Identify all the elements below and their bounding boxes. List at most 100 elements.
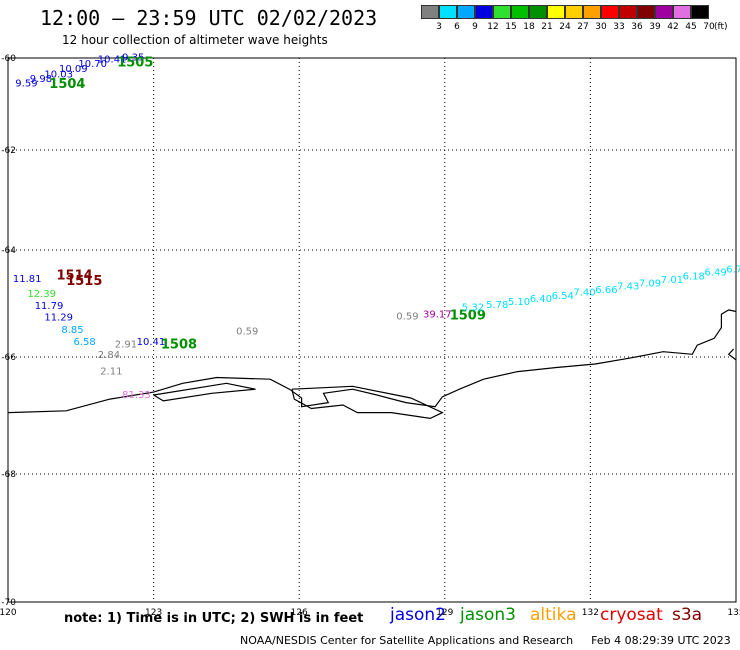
legend-tick-label: 3 — [436, 22, 442, 32]
satellite-label-s3a: s3a — [672, 605, 703, 625]
legend-tick-label: 18 — [523, 22, 535, 32]
wave-height-label: 6.54 — [552, 291, 574, 302]
coastline-segment — [291, 385, 444, 420]
legend-tick-label: 39 — [649, 22, 661, 32]
legend-swatch — [475, 5, 493, 19]
legend-swatch — [457, 5, 475, 19]
longitude-tick-label: 129 — [436, 608, 453, 618]
legend-swatch — [691, 5, 709, 19]
map-title: 12:00 – 23:59 UTC 02/02/2023 — [40, 6, 378, 30]
pass-number-label: 1515 — [66, 274, 102, 289]
legend-tick-label: 12 — [487, 22, 499, 32]
coastline-segment — [153, 382, 256, 402]
wave-height-label: 6.18 — [683, 271, 705, 282]
pass-number-label: 1504 — [49, 77, 85, 92]
legend-swatch — [547, 5, 565, 19]
coastline-segment — [727, 348, 737, 361]
wave-height-label: 10.70 — [78, 59, 107, 70]
pass-number-label: 1505 — [117, 55, 153, 70]
legend-tick-label: 9 — [472, 22, 478, 32]
map-subtitle: 12 hour collection of altimeter wave hei… — [62, 33, 328, 47]
wave-height-label: 6.49 — [705, 268, 727, 279]
wave-height-label: 10.09 — [59, 64, 88, 75]
legend-tick-label: 24 — [559, 22, 571, 32]
credit-line: NOAA/NESDIS Center for Satellite Applica… — [240, 634, 731, 647]
wave-height-label: 5.32 — [462, 303, 484, 314]
wave-height-label: 10.03 — [44, 69, 73, 80]
legend-tick-label: 21 — [541, 22, 553, 32]
wave-height-label: 5.10 — [508, 297, 530, 308]
satellite-label-altika: altika — [530, 605, 577, 625]
legend-swatch — [601, 5, 619, 19]
latitude-tick-label: -70 — [1, 598, 16, 608]
legend-swatch — [655, 5, 673, 19]
longitude-tick-label: 126 — [291, 608, 308, 618]
legend-tick-label: 15 — [505, 22, 517, 32]
legend-swatch — [565, 5, 583, 19]
satellite-label-cryosat: cryosat — [600, 605, 663, 625]
legend-tick-label: 70 — [703, 22, 715, 32]
wave-height-label: 10.41 — [98, 55, 127, 66]
map-frame — [7, 57, 737, 603]
legend-tick-label: 42 — [667, 22, 679, 32]
legend-tick-label: 36 — [631, 22, 643, 32]
legend-tick-label: 33 — [613, 22, 625, 32]
wave-height-label: 2.91 — [115, 339, 137, 350]
wave-height-label: 8.85 — [61, 325, 83, 336]
pass-number-label: 1509 — [450, 309, 486, 324]
legend-swatch — [529, 5, 547, 19]
wave-height-label: 7.40 — [573, 288, 595, 299]
satellite-label-jason3: jason3 — [460, 605, 516, 625]
legend-swatch — [673, 5, 691, 19]
footer-note: note: 1) Time is in UTC; 2) SWH is in fe… — [64, 611, 364, 626]
wave-height-legend: 3 6 9 12 15 18 21 24 27 30 33 36 39 42 45 70 (ft) — [421, 5, 729, 35]
pass-number-label: 1508 — [161, 337, 197, 352]
wave-height-label: 81.33 — [122, 390, 151, 401]
antarctic-coastline — [7, 309, 737, 414]
generated-timestamp: Feb 4 08:29:39 UTC 2023 — [591, 634, 731, 647]
legend-swatch — [493, 5, 511, 19]
wave-height-label: 11.79 — [35, 301, 64, 312]
wave-height-label: 39.17 — [423, 309, 452, 320]
wave-height-label: 7.43 — [617, 282, 639, 293]
credit-text: NOAA/NESDIS Center for Satellite Applica… — [240, 634, 574, 647]
wave-height-label: 11.81 — [13, 274, 42, 285]
wave-height-label: 7.01 — [661, 275, 683, 286]
wave-height-label: 2.11 — [100, 367, 122, 378]
wave-height-label: 0.59 — [396, 312, 418, 323]
latitude-tick-label: -66 — [1, 353, 16, 363]
wave-height-label: 9.35 — [122, 52, 144, 63]
longitude-tick-label: 123 — [145, 608, 162, 618]
latitude-tick-label: -62 — [1, 146, 16, 156]
wave-height-label: 2.84 — [98, 350, 120, 361]
pass-number-label: 1514 — [57, 268, 93, 283]
wave-height-label: 7.09 — [639, 278, 661, 289]
legend-swatch — [583, 5, 601, 19]
wave-height-label: 0.59 — [236, 327, 258, 338]
wave-height-label: 6.40 — [530, 294, 552, 305]
satellite-label-jason2: jason2 — [390, 605, 446, 625]
wave-height-label: 10.41 — [137, 337, 166, 348]
legend-swatch — [439, 5, 457, 19]
legend-tick-label: 30 — [595, 22, 607, 32]
latitude-tick-label: -68 — [1, 470, 16, 480]
legend-tick-label: 45 — [685, 22, 697, 32]
wave-height-label: 5.78 — [486, 300, 508, 311]
wave-height-label: 9.59 — [15, 79, 37, 90]
latitude-tick-label: -60 — [1, 54, 16, 64]
legend-swatch — [511, 5, 529, 19]
legend-swatch — [619, 5, 637, 19]
wave-height-label: 12.39 — [27, 289, 56, 300]
wave-height-label: 11.29 — [44, 313, 73, 324]
legend-swatch — [637, 5, 655, 19]
longitude-tick-label: 132 — [582, 608, 599, 618]
wave-height-label: 6.58 — [74, 337, 96, 348]
longitude-tick-label: 120 — [0, 608, 17, 618]
legend-tick-label: 6 — [454, 22, 460, 32]
legend-swatch — [421, 5, 439, 19]
wave-height-label: 9.98 — [30, 74, 52, 85]
legend-tick-label: 27 — [577, 22, 589, 32]
latitude-tick-label: -64 — [1, 246, 16, 256]
longitude-tick-label: 135 — [727, 608, 740, 618]
wave-height-label: 6.74 — [726, 265, 740, 276]
